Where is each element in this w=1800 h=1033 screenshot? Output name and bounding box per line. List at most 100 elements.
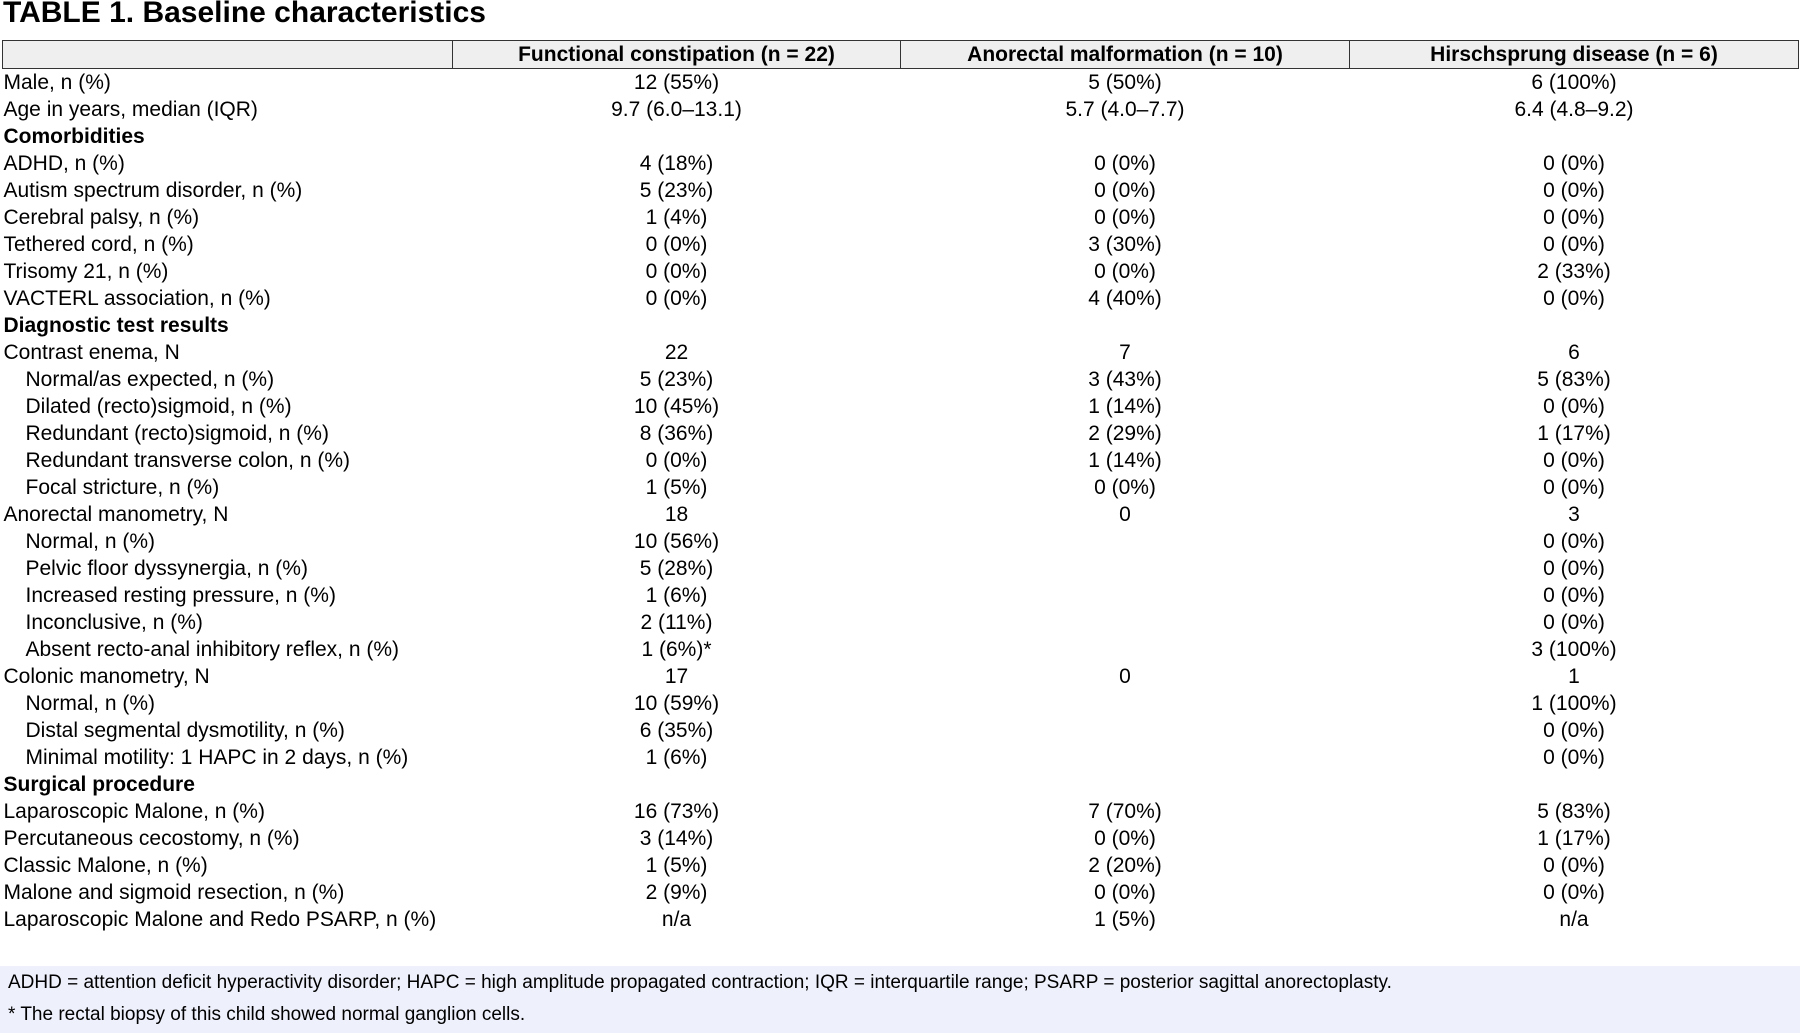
table-row: Distal segmental dysmotility, n (%) 6 (35…: [3, 717, 1799, 744]
table-row: Increased resting pressure, n (%) 1 (6%) 0…: [3, 582, 1799, 609]
value-cell: [901, 528, 1350, 555]
table-row: ADHD, n (%) 4 (18%) 0 (0%) 0 (0%): [3, 150, 1799, 177]
value-cell: [901, 555, 1350, 582]
table-row: Minimal motility: 1 HAPC in 2 days, n (%…: [3, 744, 1799, 771]
value-cell: 10 (56%): [633, 530, 720, 553]
value-cell: 0: [1119, 503, 1131, 526]
row-label: Pelvic floor dyssynergia, n (%): [25, 557, 308, 580]
value-cell: 3 (43%): [1088, 368, 1162, 391]
header-cell-hirschsprung-disease: Hirschsprung disease (n = 6): [1349, 40, 1799, 69]
value-cell: [901, 717, 1350, 744]
value-cell: 0 (0%): [1543, 854, 1605, 877]
value-cell: 0 (0%): [1543, 746, 1605, 769]
row-label: Laparoscopic Malone, n (%): [3, 800, 265, 823]
footnote-abbreviations: ADHD = attention deficit hyperactivity d…: [8, 972, 1392, 993]
table-row: Colonic manometry, N 17 0 1: [3, 663, 1799, 690]
value-cell: 0 (0%): [1543, 287, 1605, 310]
table-row: Classic Malone, n (%) 1 (5%) 2 (20%) 0 (0%): [3, 852, 1799, 879]
section-heading: Comorbidities: [3, 125, 145, 148]
value-cell: 5 (83%): [1537, 368, 1611, 391]
header-cell-blank: [2, 40, 453, 69]
value-cell: 12 (55%): [633, 71, 720, 94]
table-row: Focal stricture, n (%) 1 (5%) 0 (0%) 0 (0%): [3, 474, 1799, 501]
row-label: Anorectal manometry, N: [3, 503, 229, 526]
value-cell: [901, 636, 1350, 663]
table-row: Pelvic floor dyssynergia, n (%) 5 (28%) 0 …: [3, 555, 1799, 582]
value-cell: 5 (28%): [639, 557, 714, 580]
value-cell: 1 (14%): [1088, 449, 1162, 472]
value-cell: 0 (0%): [1094, 260, 1156, 283]
value-cell: 6 (100%): [1531, 71, 1617, 94]
value-cell: 0 (0%): [1543, 611, 1605, 634]
row-label: Colonic manometry, N: [3, 665, 210, 688]
value-cell: 0 (0%): [645, 260, 708, 283]
row-label: Trisomy 21, n (%): [3, 260, 169, 283]
value-cell: 0 (0%): [645, 449, 708, 472]
row-label: Dilated (recto)sigmoid, n (%): [25, 395, 292, 418]
value-cell: n/a: [1559, 908, 1589, 931]
row-label: Autism spectrum disorder, n (%): [3, 179, 303, 202]
value-cell: 10 (59%): [633, 692, 720, 715]
value-cell: 0 (0%): [1094, 206, 1156, 229]
value-cell: n/a: [661, 908, 692, 931]
value-cell: 18: [664, 503, 689, 526]
value-cell: 1 (4%): [645, 206, 708, 229]
value-cell: 8 (36%): [639, 422, 714, 445]
value-cell: 0 (0%): [645, 233, 708, 256]
value-cell: 0 (0%): [1094, 827, 1156, 850]
value-cell: 1 (17%): [1537, 827, 1611, 850]
value-cell: 4 (40%): [1088, 287, 1162, 310]
table-row: Inconclusive, n (%) 2 (11%) 0 (0%): [3, 609, 1799, 636]
value-cell: 1 (5%): [645, 854, 708, 877]
value-cell: 0 (0%): [1094, 152, 1156, 175]
row-label: Absent recto-anal inhibitory reflex, n (…: [25, 638, 400, 661]
value-cell: 2 (20%): [1088, 854, 1162, 877]
section-heading: Surgical procedure: [3, 773, 195, 796]
footnotes: ADHD = attention deficit hyperactivity d…: [0, 966, 1800, 1033]
table-row: Dilated (recto)sigmoid, n (%) 10 (45%) 1 (…: [3, 393, 1799, 420]
value-cell: 2 (11%): [640, 611, 713, 634]
row-label: Normal, n (%): [25, 692, 156, 715]
value-cell: 0 (0%): [1543, 476, 1605, 499]
table-row: Contrast enema, N 22 7 6: [3, 339, 1799, 366]
value-cell: 7: [1119, 341, 1131, 364]
value-cell: 1 (5%): [1094, 908, 1156, 931]
section-row: Comorbidities: [3, 123, 1799, 150]
row-label: Cerebral palsy, n (%): [3, 206, 200, 229]
table-row: Normal/as expected, n (%) 5 (23%) 3 (43%) 5…: [3, 366, 1799, 393]
row-label: Inconclusive, n (%): [25, 611, 203, 634]
value-cell: 5 (83%): [1537, 800, 1611, 823]
table-row: Malone and sigmoid resection, n (%) 2 (9%…: [3, 879, 1799, 906]
row-label: Contrast enema, N: [3, 341, 180, 364]
value-cell: 16 (73%): [633, 800, 720, 823]
row-label: ADHD, n (%): [3, 152, 125, 175]
value-cell: 2 (29%): [1088, 422, 1162, 445]
row-label: Redundant transverse colon, n (%): [25, 449, 351, 472]
table-row: Laparoscopic Malone, n (%) 16 (73%) 7 (70%…: [3, 798, 1799, 825]
row-label: Percutaneous cecostomy, n (%): [3, 827, 300, 850]
table-row: Trisomy 21, n (%) 0 (0%) 0 (0%) 2 (33%): [3, 258, 1799, 285]
value-cell: 3 (100%): [1531, 638, 1617, 661]
table-body: Male, n (%) 12 (55%) 5 (50%) 6 (100%) Age in…: [3, 69, 1799, 962]
row-label: Age in years, median (IQR): [3, 98, 258, 121]
value-cell: 0 (0%): [1543, 881, 1605, 904]
header-cell-anorectal-malformation: Anorectal malformation (n = 10): [900, 40, 1350, 69]
value-cell: [901, 690, 1350, 717]
value-cell: 1 (17%): [1537, 422, 1611, 445]
row-label: Classic Malone, n (%): [3, 854, 208, 877]
value-cell: 0 (0%): [1543, 395, 1605, 418]
baseline-table: Functional constipation (n = 22) Anorect…: [2, 40, 1799, 961]
row-label: Male, n (%): [3, 71, 111, 94]
row-label: VACTERL association, n (%): [3, 287, 271, 310]
value-cell: 0 (0%): [1543, 557, 1605, 580]
section-row: Diagnostic test results: [3, 312, 1799, 339]
value-cell: 0 (0%): [1543, 179, 1605, 202]
row-label: Increased resting pressure, n (%): [25, 584, 336, 607]
value-cell: 6 (35%): [639, 719, 714, 742]
value-cell: 9.7 (6.0–13.1): [611, 98, 742, 121]
table-row: Tethered cord, n (%) 0 (0%) 3 (30%) 0 (0%): [3, 231, 1799, 258]
row-label: Distal segmental dysmotility, n (%): [25, 719, 345, 742]
row-label: Laparoscopic Malone and Redo PSARP, n (%…: [3, 908, 437, 931]
table-header-row: Functional constipation (n = 22) Anorect…: [2, 40, 1799, 69]
